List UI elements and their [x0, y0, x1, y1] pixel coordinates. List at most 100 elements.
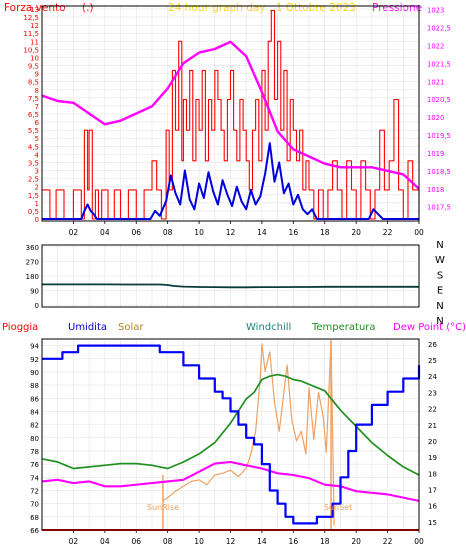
x-tick-label: 06 [131, 537, 141, 546]
wind-y-tick: 3,5 [28, 159, 39, 167]
x-tick-label: 20 [351, 537, 361, 546]
pressure-y-tick: 1017,5 [427, 204, 451, 212]
wind-y-tick: 5,5 [28, 127, 39, 135]
pressure-y-tick: 1018 [427, 186, 444, 194]
x-tick-label: 16 [289, 537, 299, 546]
wind-y-tick: 9 [35, 71, 39, 79]
direction-series [42, 283, 419, 289]
compass-label: N [436, 316, 443, 327]
wind-pressure-chart: 00,511,522,533,544,555,566,577,588,599,5… [23, 5, 451, 237]
legend-item: Solar [118, 322, 144, 333]
wind-y-tick: 7,5 [28, 95, 39, 103]
temperature-y-tick: 20 [428, 438, 437, 446]
wind-grid [42, 6, 419, 221]
direction-y-tick: 0 [35, 302, 39, 310]
wind-y-tick: 13 [30, 6, 39, 14]
wind-y-tick: 11 [30, 38, 39, 46]
direction-y-tick: 270 [26, 259, 39, 267]
x-tick-label: 08 [163, 537, 173, 546]
wind-y-tick: 8 [35, 87, 39, 95]
direction-y-tick: 360 [26, 244, 39, 252]
temperature-y-axis: 15 16 17 18 19 20 21 22 23 24 25 26 [428, 341, 437, 527]
wind-y-tick: 4 [35, 151, 40, 159]
wind-plot-frame [41, 5, 420, 222]
wind-y-tick: 8,5 [28, 79, 39, 87]
wind-y-tick: 12 [30, 22, 39, 30]
legend-item: Windchill [246, 322, 291, 333]
compass-label: W [435, 255, 445, 266]
humidity-y-tick: 88 [30, 382, 39, 390]
sun-annotations: SunRise SunSet [147, 503, 352, 512]
x-tick-label: 12 [226, 537, 236, 546]
compass-label: N [436, 240, 443, 251]
pressure-y-tick: 1019,5 [427, 132, 451, 140]
legend-item: Umidita [68, 322, 107, 333]
humidity-y-axis: 66 68 70 72 74 76 78 80 82 84 86 88 90 92 94 [30, 343, 39, 535]
x-tick-label: 10 [194, 537, 204, 546]
pressure-y-tick: 1020 [427, 114, 444, 122]
humidity-y-tick: 76 [30, 461, 39, 469]
wind-y-tick: 3 [35, 168, 39, 176]
temperature-y-tick: 24 [428, 373, 437, 381]
x-tick-label: 00 [414, 228, 424, 237]
temperature-y-tick: 25 [428, 357, 437, 365]
wind-y-tick: 6,5 [28, 111, 39, 119]
legend-item: Temperatura [311, 322, 376, 333]
direction-grid [42, 245, 419, 307]
x-tick-label: 08 [163, 228, 173, 237]
wind-y-tick: 7 [35, 103, 39, 111]
windchill-line [41, 373, 420, 476]
sunrise-label: SunRise [147, 503, 179, 512]
wind-y-tick: 0,5 [28, 208, 39, 216]
temperature-line [41, 460, 420, 502]
temperature-y-tick: 23 [428, 389, 437, 397]
pressure-y-tick: 1018,5 [427, 168, 451, 176]
temperature-y-tick: 16 [428, 503, 437, 511]
wind-y-tick: 6 [35, 119, 40, 127]
humidity-y-tick: 86 [30, 395, 39, 403]
solar-line [162, 340, 335, 526]
wind-y-tick: 4,5 [28, 143, 39, 151]
pressure-y-tick: 1021,5 [427, 60, 451, 68]
pressure-y-tick: 1019 [427, 150, 444, 158]
wind-y-tick: 1,5 [28, 192, 39, 200]
temperature-y-tick: 17 [428, 487, 437, 495]
pressure-axis-title: Pressione [372, 2, 422, 14]
humidity-y-tick: 84 [30, 408, 39, 416]
x-tick-label: 12 [226, 228, 236, 237]
temperature-y-tick: 15 [428, 519, 437, 527]
wind-y-tick: 2 [35, 184, 39, 192]
wind-y-tick: 2,5 [28, 176, 39, 184]
x-tick-label: 14 [257, 228, 267, 237]
humidity-y-tick: 72 [30, 487, 39, 495]
direction-plot-frame [41, 244, 420, 308]
humidity-y-tick: 68 [30, 514, 39, 522]
compass-label: E [437, 286, 443, 297]
temperature-y-tick: 26 [428, 341, 437, 349]
direction-y-axis: 0 90 180 270 360 [26, 244, 39, 310]
humidity-y-tick: 80 [30, 435, 39, 443]
wind-y-tick: 0 [35, 216, 39, 224]
temperature-y-tick: 22 [428, 406, 437, 414]
wind-axis-unit: (.) [82, 2, 94, 14]
compass-label: S [437, 270, 443, 281]
direction-y-tick: 90 [30, 288, 39, 296]
x-tick-label: 16 [289, 228, 299, 237]
x-tick-label: 10 [194, 228, 204, 237]
humidity-y-tick: 82 [30, 422, 39, 430]
pressure-y-axis: 1017,5 1018 1018,5 1019 1019,5 1020 1020,5 1021… [427, 7, 451, 212]
wind-y-tick: 12,5 [23, 14, 39, 22]
x-tick-label: 04 [100, 228, 110, 237]
wind-y-tick: 11,5 [23, 30, 39, 38]
legend-item: Dew Point (°C) [393, 322, 466, 333]
compass-label: N [436, 301, 443, 312]
x-tick-label: 00 [414, 537, 424, 546]
x-tick-label: 02 [69, 537, 79, 546]
pressure-y-tick: 1023 [427, 7, 444, 15]
humidity-y-tick: 90 [30, 369, 39, 377]
wind-y-tick: 1 [35, 200, 39, 208]
